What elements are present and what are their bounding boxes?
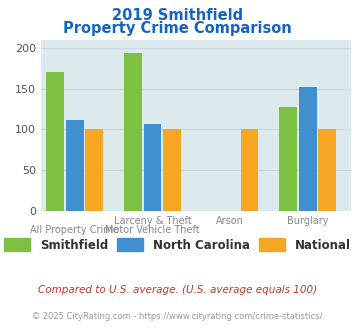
Text: Arson: Arson bbox=[216, 216, 244, 226]
Legend: Smithfield, North Carolina, National: Smithfield, North Carolina, National bbox=[0, 234, 355, 256]
Bar bbox=[85, 129, 103, 211]
Bar bbox=[124, 53, 142, 211]
Text: Burglary: Burglary bbox=[287, 216, 328, 226]
Text: 2019 Smithfield: 2019 Smithfield bbox=[112, 8, 243, 23]
Text: Larceny & Theft: Larceny & Theft bbox=[114, 216, 191, 226]
Bar bbox=[241, 129, 258, 211]
Bar bbox=[143, 124, 162, 211]
Bar bbox=[47, 72, 64, 211]
Bar bbox=[299, 87, 317, 211]
Text: © 2025 CityRating.com - https://www.cityrating.com/crime-statistics/: © 2025 CityRating.com - https://www.city… bbox=[32, 312, 323, 321]
Text: Property Crime Comparison: Property Crime Comparison bbox=[63, 21, 292, 36]
Text: All Property Crime: All Property Crime bbox=[31, 225, 119, 235]
Bar bbox=[318, 129, 336, 211]
Bar bbox=[279, 107, 297, 211]
Text: Motor Vehicle Theft: Motor Vehicle Theft bbox=[105, 225, 200, 235]
Bar bbox=[66, 120, 84, 211]
Bar bbox=[163, 129, 181, 211]
Text: Compared to U.S. average. (U.S. average equals 100): Compared to U.S. average. (U.S. average … bbox=[38, 285, 317, 295]
